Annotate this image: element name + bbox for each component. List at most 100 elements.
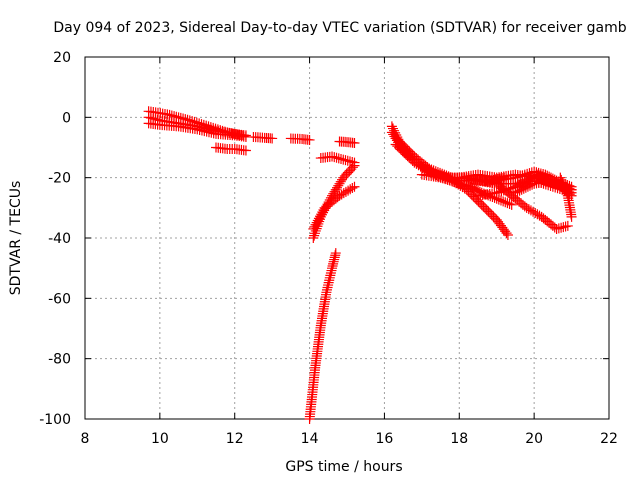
arc-h-point [336,189,347,200]
arc-d-point [240,145,251,156]
arc-s-point [533,167,544,178]
arc-h-point [349,181,360,192]
x-tick-label: 20 [525,431,543,447]
arc-g-point [333,180,344,191]
arc-c-point [178,113,189,124]
arc-u-point [558,179,569,190]
arc-r-point [508,182,519,193]
arc-n-point [521,202,532,213]
arc-h-point [309,221,320,232]
arc-o-point [451,178,462,189]
arc-c-point [210,123,221,134]
arc-o-point [415,161,426,172]
arc-t-point [514,185,525,196]
arc-c-point [169,111,180,122]
arc-h-point [340,186,351,197]
y-tick-label: -100 [39,412,71,428]
arc-h-point [313,213,324,224]
arc-o-point [455,180,466,191]
arc-t-point [524,180,535,191]
arc-c-point [205,122,216,133]
arc-u-point [560,183,571,194]
arc-n-point [562,220,573,231]
arc-m-point [504,198,515,209]
arc-c-point [189,116,200,127]
arc-o-point [411,158,422,169]
x-tick-label: 12 [226,431,244,447]
arc-c-point [164,109,175,120]
arc-c-point [166,110,177,121]
x-tick-label: 8 [81,431,90,447]
arc-i-point [338,154,349,165]
arc-u-point [557,177,568,188]
arc-c-point [182,114,193,125]
x-axis-label: GPS time / hours [285,459,402,475]
arc-c-point [212,124,223,135]
arc-o-point [457,182,468,193]
arc-g-point [329,186,340,197]
arc-n-point [525,205,536,216]
arc-c-point [184,115,195,126]
arc-n-point [556,222,567,233]
arc-r-point [491,187,502,198]
arc-g-point [309,230,320,241]
arc-n-point [551,223,562,234]
arc-g-point [347,162,358,173]
arc-u-point [555,172,566,183]
arc-h-point [338,188,349,199]
arc-m-point [495,195,506,206]
arc-i-point [344,156,355,167]
x-tick-label: 22 [600,431,618,447]
y-tick-label: -40 [48,231,71,247]
arc-o-point [413,160,424,171]
arc-t-point [522,181,533,192]
x-tick-label: 10 [151,431,169,447]
arc-e-point [267,133,278,144]
arc-u-point [560,186,571,197]
data-points [143,106,577,424]
arc-i-point [340,155,351,166]
arc-r-point [505,183,516,194]
arc-c-point [208,122,219,133]
arc-c-point [196,119,207,130]
y-tick-label: -60 [48,291,71,307]
arc-n-point [560,221,571,232]
arc-c-point [198,119,209,130]
arc-i-point [333,153,344,164]
arc-h-point [316,209,327,220]
x-tick-label: 14 [301,431,319,447]
arc-u-point [561,188,572,199]
arc-c-point [237,130,248,141]
arc-h-point [310,219,321,230]
grid-lines [85,57,609,419]
arc-h-point [317,207,328,218]
y-tick-label: -20 [48,171,71,187]
arc-c-point [187,116,198,127]
arc-c-point [180,114,191,125]
arc-n-point [523,204,534,215]
arc-m-point [498,196,509,207]
arc-h-point [311,217,322,228]
arc-m-point [502,198,513,209]
arc-c-point [217,125,228,136]
arc-n-point [528,206,539,217]
arc-c-point [175,112,186,123]
arc-u-point [556,174,567,185]
arc-r-point [503,183,514,194]
arc-n-point [530,208,541,219]
arc-i-point [342,155,353,166]
arc-h-point [312,215,323,226]
arc-i-point [349,157,360,168]
arc-o-point [417,162,428,173]
arc-o-point [501,228,512,239]
arc-u-point [559,181,570,192]
arc-m-point [386,127,397,138]
arc-g-point [335,176,346,187]
arc-t-point [510,187,521,198]
arc-s-point [522,168,533,179]
arc-k-point [330,248,341,259]
arc-f-point [304,134,315,145]
arc-o-point [502,229,513,240]
arc-t-point [520,182,531,193]
